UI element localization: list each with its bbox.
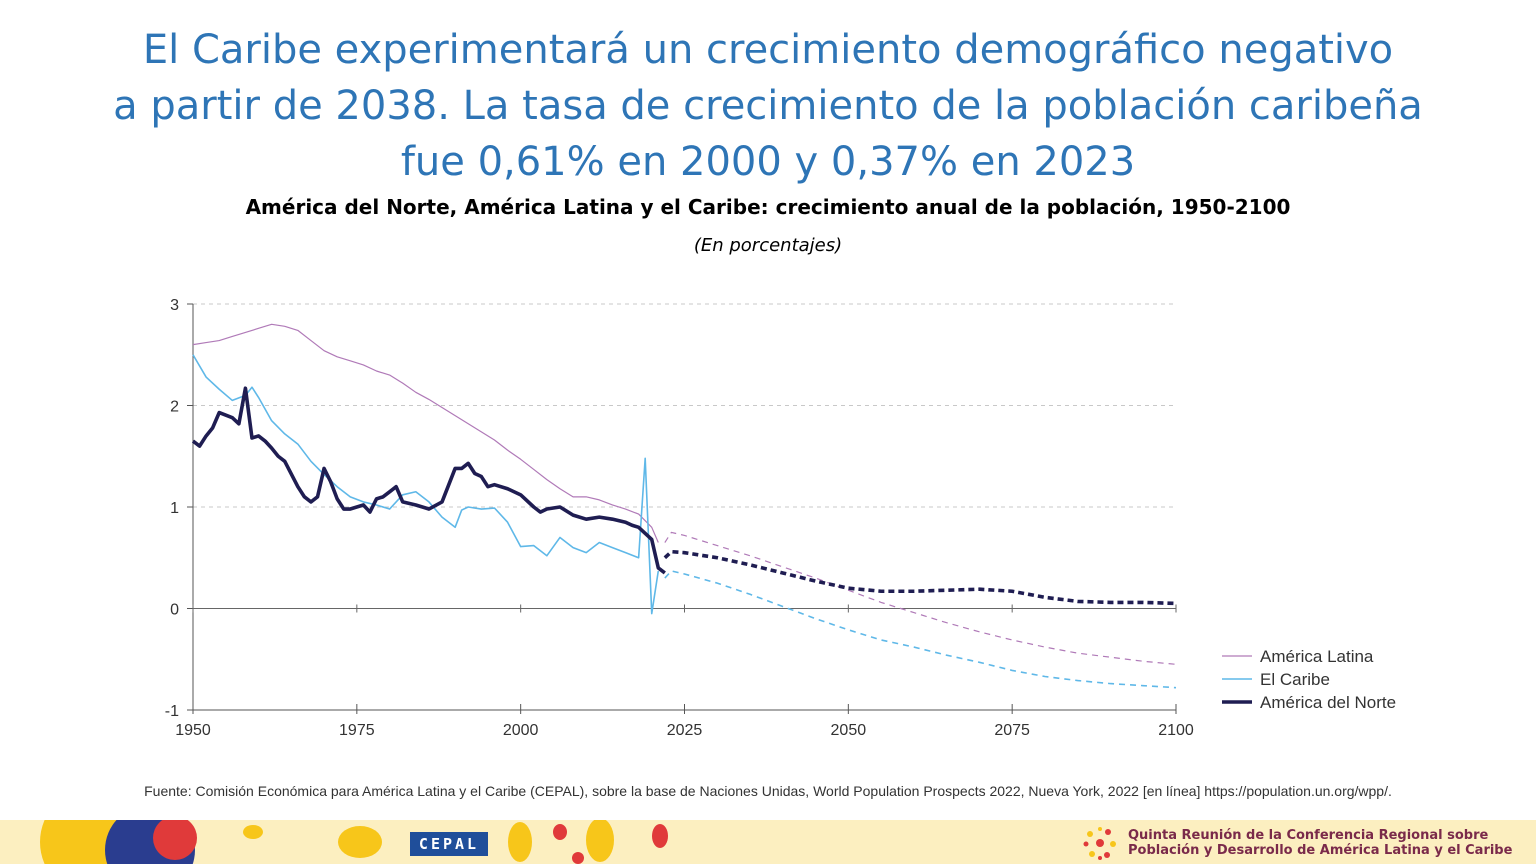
- decor-dot: [553, 824, 567, 840]
- series-line-projections: [664, 531, 1177, 665]
- grid-lines: [193, 303, 1176, 508]
- y-tick-label: 0: [170, 602, 179, 619]
- x-tick-label: 2100: [1158, 722, 1194, 739]
- axes: -1 0 1 2 3 1950 1975 2000 2025 2050 2075 2100: [165, 297, 1194, 739]
- y-tick-label: 2: [170, 399, 179, 416]
- series-line-estimates: [191, 386, 666, 575]
- series-line-estimates: [192, 354, 660, 615]
- x-tick-label: 1975: [339, 722, 375, 739]
- y-tick-label: 3: [170, 297, 179, 314]
- series-line-projections: [664, 570, 1177, 689]
- decor-dot: [243, 825, 263, 839]
- y-tick-label: -1: [165, 703, 179, 720]
- series-line-projections: [663, 549, 1177, 606]
- footer-decoration: [40, 820, 668, 864]
- conference-line-1: Quinta Reunión de la Conferencia Regiona…: [1128, 828, 1489, 843]
- footer-band: [0, 820, 1536, 864]
- x-tick-label: 1950: [175, 722, 211, 739]
- conference-logo-icon: [1083, 827, 1116, 860]
- decor-circle-red: [153, 820, 197, 860]
- chart-units: (En porcentajes): [693, 235, 843, 256]
- decor-dot: [572, 852, 584, 864]
- cepal-logo: CEPAL: [410, 832, 488, 856]
- legend-label: América Latina: [1260, 647, 1374, 666]
- decor-dot: [508, 822, 532, 862]
- headline-line-3: fue 0,61% en 2000 y 0,37% en 2023: [400, 139, 1136, 185]
- decor-dot: [586, 820, 614, 862]
- legend-label: América del Norte: [1260, 693, 1396, 712]
- conference-line-2: Población y Desarrollo de América Latina…: [1128, 843, 1513, 858]
- page-headline: El Caribe experimentará un crecimiento d…: [40, 22, 1496, 190]
- y-tick-label: 1: [170, 500, 179, 517]
- series-lines: [191, 323, 1177, 689]
- headline-line-1: El Caribe experimentará un crecimiento d…: [142, 27, 1394, 73]
- x-tick-label: 2000: [503, 722, 539, 739]
- chart-title: América del Norte, América Latina y el C…: [245, 195, 1291, 219]
- headline-line-2: a partir de 2038. La tasa de crecimiento…: [113, 83, 1423, 129]
- series-line-estimates: [192, 323, 659, 543]
- x-tick-label: 2050: [831, 722, 867, 739]
- decor-dot: [652, 824, 668, 848]
- legend: América Latina El Caribe América del Norte: [1222, 647, 1396, 712]
- source-note: Fuente: Comisión Económica para América …: [144, 783, 1392, 799]
- x-tick-label: 2075: [994, 722, 1030, 739]
- decor-dot: [338, 826, 382, 858]
- conference-name: Quinta Reunión de la Conferencia Regiona…: [1128, 828, 1512, 858]
- legend-label: El Caribe: [1260, 670, 1330, 689]
- x-tick-label: 2025: [667, 722, 703, 739]
